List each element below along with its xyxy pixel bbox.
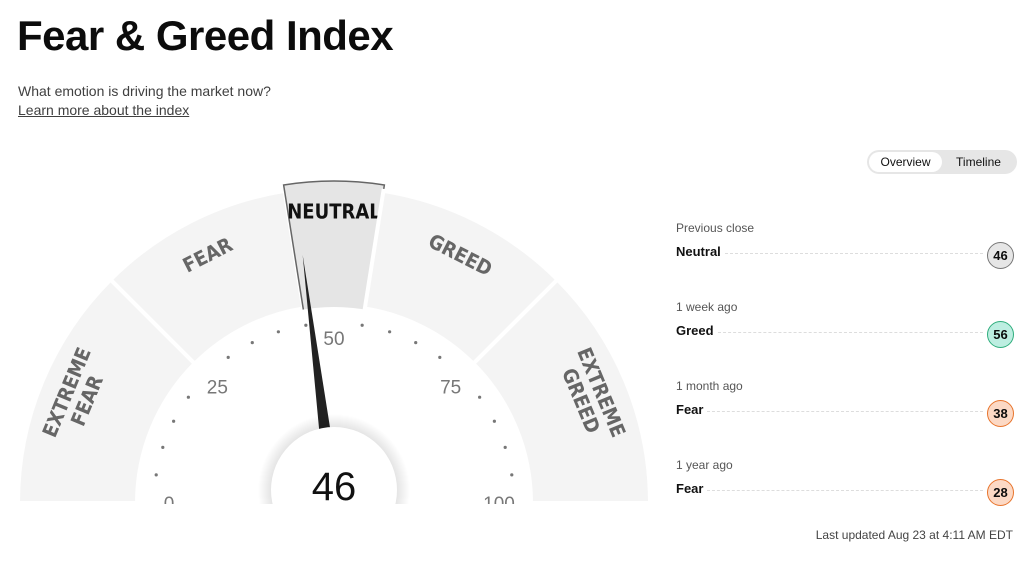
history-item: Previous close Neutral 46: [676, 221, 1014, 269]
segment-extreme-greed: [470, 276, 653, 505]
dotted-leader: [707, 490, 983, 491]
tick-dot: [186, 395, 190, 399]
tick-dot: [478, 395, 482, 399]
history-rating: Greed: [676, 323, 714, 338]
tick-dot: [172, 419, 176, 423]
view-toggle: Overview Timeline: [867, 150, 1017, 174]
tick-dot: [492, 419, 496, 423]
last-updated: Last updated Aug 23 at 4:11 AM EDT: [815, 528, 1013, 542]
tick-dot: [154, 473, 158, 477]
tick-dot: [414, 341, 418, 345]
learn-more-link[interactable]: Learn more about the index: [18, 102, 190, 118]
dotted-leader: [717, 332, 983, 333]
history-label: Previous close: [676, 221, 755, 235]
dotted-leader: [707, 411, 983, 412]
history-label: 1 week ago: [676, 300, 738, 314]
history-label: 1 year ago: [676, 458, 733, 472]
history-value-badge: 28: [987, 479, 1014, 506]
tick-dot: [250, 341, 254, 345]
tab-timeline[interactable]: Timeline: [956, 155, 1001, 169]
history-item: 1 week ago Greed 56: [676, 300, 1014, 348]
tick-dot: [161, 445, 165, 449]
history-rating: Fear: [676, 481, 704, 496]
tick-dot: [503, 445, 507, 449]
tick-dot: [510, 473, 514, 477]
history-item: 1 month ago Fear 38: [676, 379, 1014, 427]
history-item: 1 year ago Fear 28: [676, 458, 1014, 506]
gauge-value: 46: [312, 465, 357, 509]
history-label: 1 month ago: [676, 379, 743, 393]
segment-label: NEUTRAL: [287, 200, 381, 224]
tick-dot: [226, 355, 230, 359]
dotted-leader: [724, 253, 983, 254]
tick-label: 25: [207, 377, 228, 398]
history-rating: Fear: [676, 402, 704, 417]
page-title: Fear & Greed Index: [17, 12, 394, 59]
tick-dot: [360, 323, 364, 327]
tick-dot: [388, 330, 392, 334]
subtitle: What emotion is driving the market now?: [18, 83, 271, 99]
tick-dot: [304, 323, 308, 327]
tick-label: 75: [440, 377, 461, 398]
tick-label: 50: [323, 329, 344, 350]
history-value-badge: 56: [987, 321, 1014, 348]
history-value-badge: 38: [987, 400, 1014, 427]
history-value-badge: 46: [987, 242, 1014, 269]
history-rating: Neutral: [676, 244, 721, 259]
gauge-value-circle: [271, 427, 397, 520]
tick-dot: [276, 330, 280, 334]
tab-overview[interactable]: Overview: [869, 152, 942, 172]
fear-greed-gauge: EXTREMEFEARFEARNEUTRALGREEDEXTREMEGREED0…: [0, 180, 660, 520]
tick-dot: [438, 355, 442, 359]
gauge-needle: [302, 254, 333, 445]
